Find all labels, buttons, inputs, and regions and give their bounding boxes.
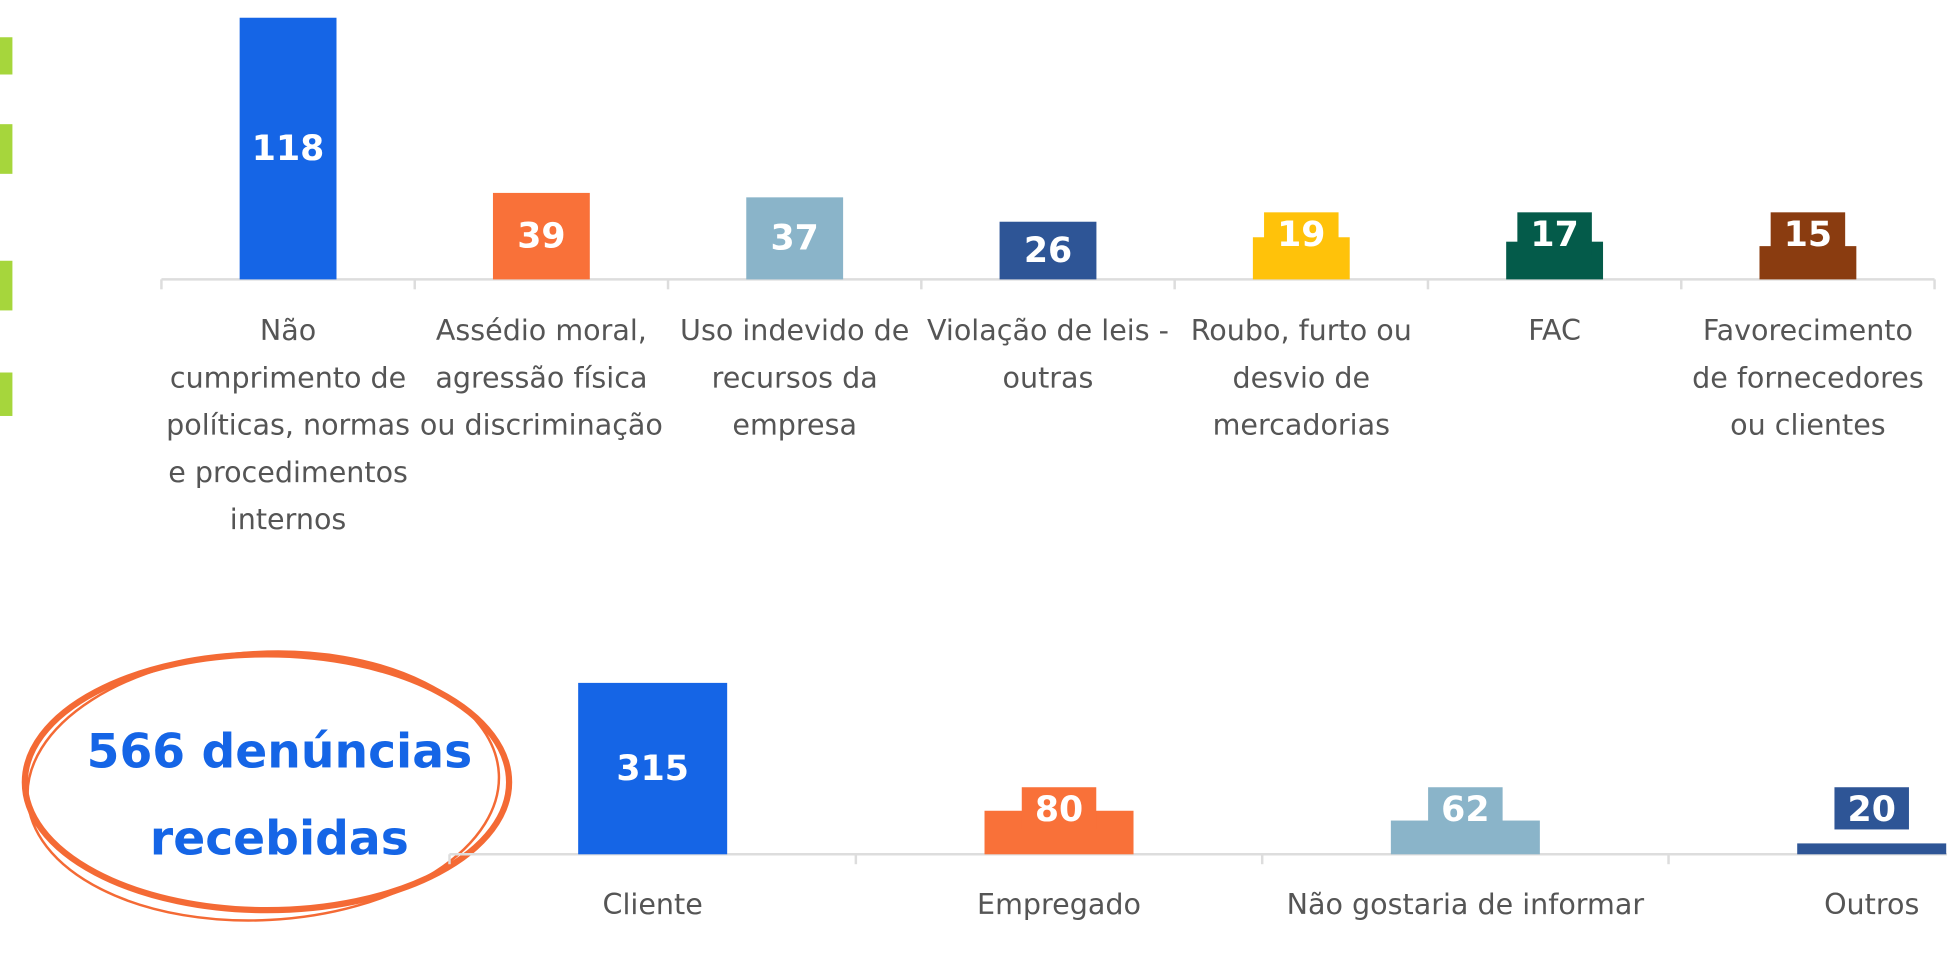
decoration — [0, 260, 13, 311]
value-label: 37 — [771, 219, 819, 259]
category-label: Favorecimento de fornecedores ou cliente… — [1692, 315, 1924, 443]
value-label: 39 — [517, 216, 565, 256]
category-label: FAC — [1528, 315, 1581, 348]
annotation: 566 denúncias recebidas — [86, 723, 473, 866]
bar — [492, 192, 590, 280]
value-label: 62 — [1441, 790, 1489, 830]
value-label: 118 — [252, 129, 325, 169]
category-label: Empregado — [977, 889, 1141, 922]
value-label: 17 — [1530, 215, 1578, 255]
value-label: 26 — [1024, 231, 1072, 271]
value-label: 20 — [1848, 790, 1896, 830]
value-badge — [1428, 787, 1503, 830]
value-badge — [1834, 787, 1909, 830]
annotation-ellipse — [26, 650, 501, 922]
value-label: 80 — [1035, 790, 1083, 830]
value-label: 15 — [1784, 215, 1832, 255]
category-label: Outros — [1824, 889, 1920, 922]
category-label: Cliente — [602, 889, 703, 922]
decoration — [0, 372, 13, 416]
category-label: Não gostaria de informar — [1286, 889, 1645, 922]
value-badge — [1264, 212, 1339, 255]
value-badge — [1770, 212, 1846, 255]
value-badge — [1021, 787, 1097, 830]
bar — [239, 17, 337, 280]
value-label: 19 — [1277, 215, 1325, 255]
value-badge — [1517, 212, 1592, 255]
category-label: Uso indevido de recursos da empresa — [680, 315, 910, 443]
category-label: Roubo, furto ou desvio de mercadorias — [1190, 315, 1412, 443]
category-label: Assédio moral, agressão física ou discri… — [419, 315, 663, 443]
bar — [999, 221, 1097, 280]
bar — [746, 197, 844, 280]
bar — [1797, 843, 1947, 855]
decoration — [0, 37, 13, 75]
category-label: Não cumprimento de políticas, normas e p… — [166, 315, 410, 537]
annotation-ellipse — [21, 651, 513, 914]
category-label: Violação de leis - outras — [926, 315, 1169, 395]
decoration — [0, 124, 13, 174]
value-label: 315 — [616, 749, 689, 789]
bar — [578, 682, 728, 855]
